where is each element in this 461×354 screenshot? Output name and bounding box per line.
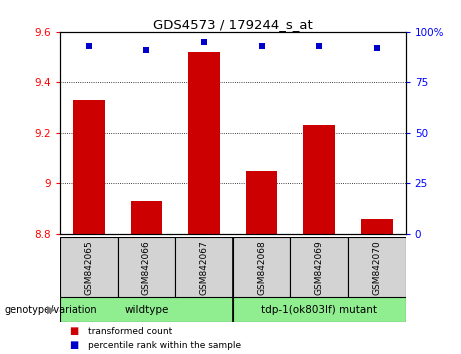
Text: tdp-1(ok803lf) mutant: tdp-1(ok803lf) mutant — [261, 305, 377, 315]
Bar — [233, 237, 290, 297]
Bar — [73, 100, 105, 234]
Point — [315, 43, 323, 49]
Text: percentile rank within the sample: percentile rank within the sample — [88, 341, 241, 350]
Bar — [188, 52, 220, 234]
Point — [142, 47, 150, 53]
Text: ▶: ▶ — [47, 305, 55, 315]
Bar — [130, 201, 162, 234]
Text: GSM842066: GSM842066 — [142, 240, 151, 295]
Bar — [303, 125, 335, 234]
Bar — [361, 218, 393, 234]
Point — [85, 43, 92, 49]
Text: genotype/variation: genotype/variation — [5, 305, 97, 315]
Text: ■: ■ — [69, 340, 78, 350]
Bar — [246, 171, 278, 234]
Point — [373, 45, 381, 51]
Bar — [233, 297, 406, 322]
Bar — [118, 237, 175, 297]
Text: GSM842065: GSM842065 — [84, 240, 93, 295]
Text: transformed count: transformed count — [88, 326, 172, 336]
Text: wildtype: wildtype — [124, 305, 169, 315]
Text: ■: ■ — [69, 326, 78, 336]
Text: GSM842069: GSM842069 — [315, 240, 324, 295]
Point — [200, 39, 207, 45]
Text: GSM842070: GSM842070 — [372, 240, 381, 295]
Bar — [60, 297, 233, 322]
Bar — [60, 237, 118, 297]
Bar — [290, 237, 348, 297]
Text: GSM842068: GSM842068 — [257, 240, 266, 295]
Title: GDS4573 / 179244_s_at: GDS4573 / 179244_s_at — [153, 18, 313, 31]
Bar — [348, 237, 406, 297]
Point — [258, 43, 266, 49]
Text: GSM842067: GSM842067 — [200, 240, 208, 295]
Bar — [175, 237, 233, 297]
